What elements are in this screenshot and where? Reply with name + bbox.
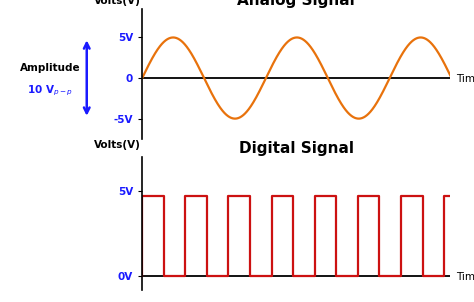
Title: Digital Signal: Digital Signal	[239, 141, 354, 156]
Text: Volts(V): Volts(V)	[94, 140, 141, 150]
Text: Time (t): Time (t)	[456, 271, 474, 281]
Text: 10 V$_{p-p}$: 10 V$_{p-p}$	[27, 84, 73, 98]
Text: Amplitude: Amplitude	[19, 63, 80, 73]
Text: Volts(V): Volts(V)	[94, 0, 141, 6]
Title: Analog Signal: Analog Signal	[237, 0, 355, 8]
Text: Time (t): Time (t)	[456, 73, 474, 83]
